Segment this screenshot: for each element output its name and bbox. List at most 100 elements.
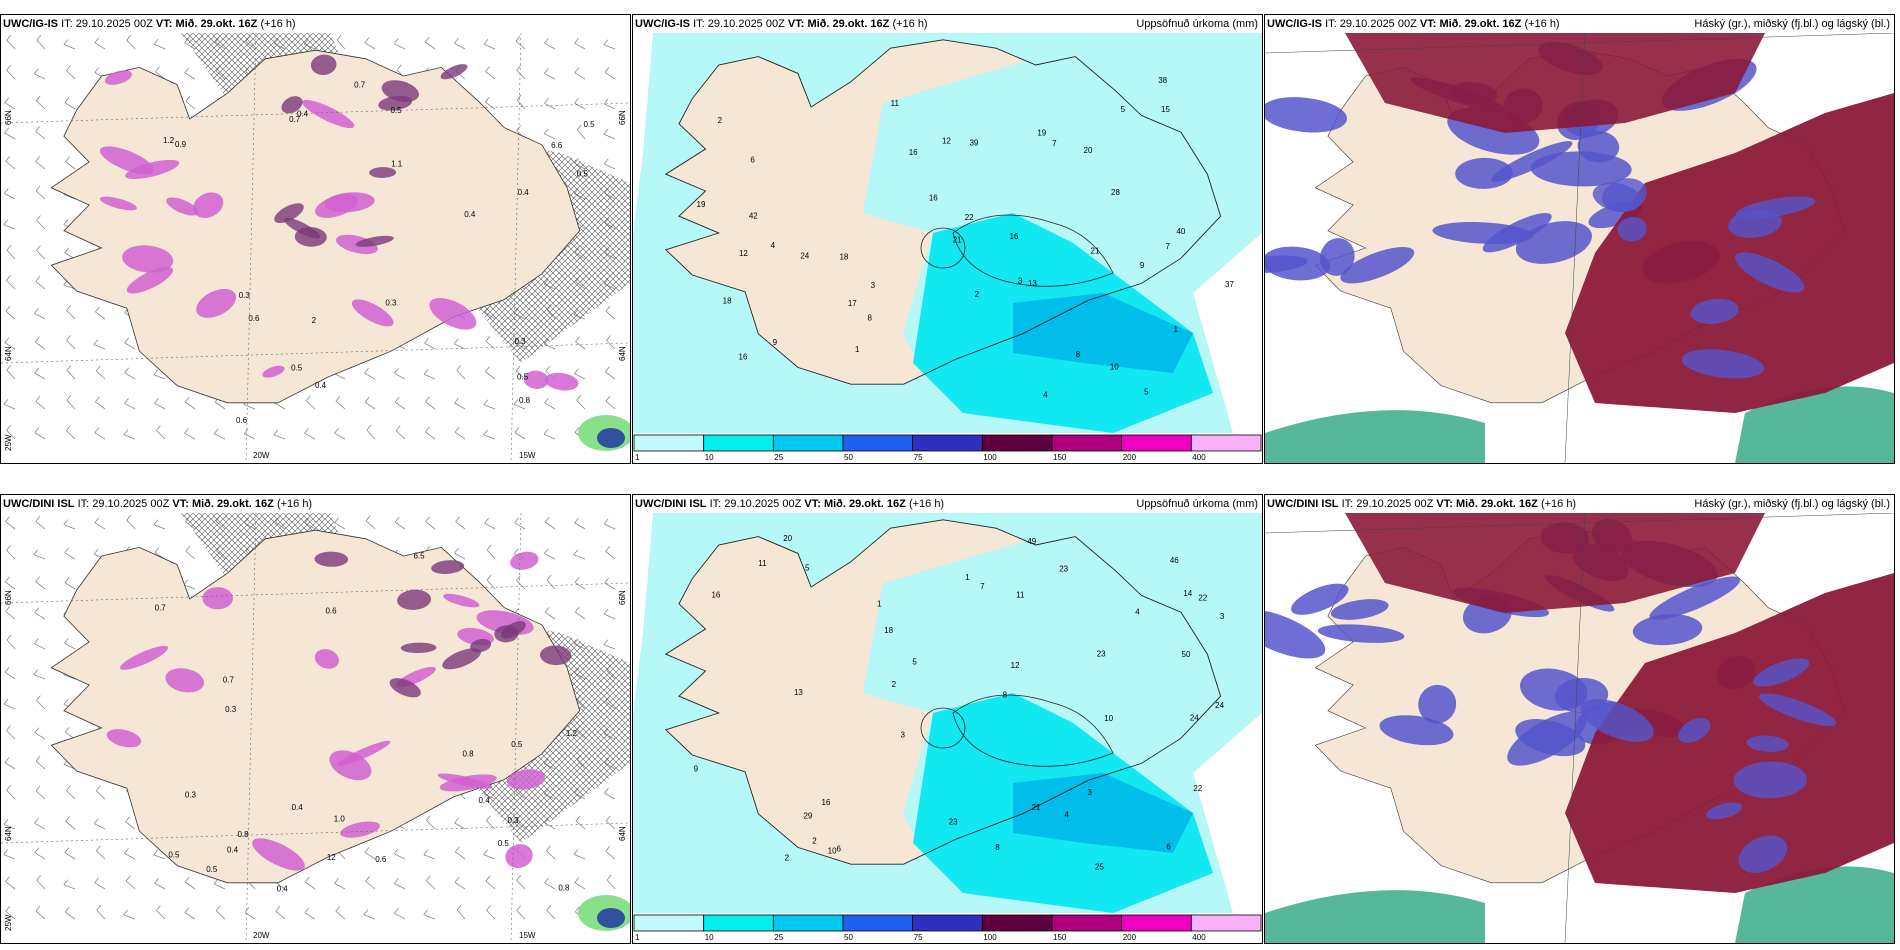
wind-barb <box>36 875 42 881</box>
wind-barb <box>543 548 549 554</box>
wind-barb <box>336 34 342 41</box>
wind-barb <box>454 547 459 554</box>
ice-blob <box>99 196 137 211</box>
wind-barb <box>576 124 582 131</box>
wind-barb <box>34 607 40 614</box>
value-label: 0.5 <box>498 839 510 848</box>
ice-blob-dark <box>281 96 303 114</box>
wind-barb <box>95 306 100 313</box>
value-label: 11 <box>1016 591 1025 600</box>
wind-barb <box>575 611 586 620</box>
wind-barb <box>394 883 406 890</box>
wind-barb <box>63 879 69 885</box>
wind-barb <box>34 817 39 824</box>
wind-barb <box>63 44 76 50</box>
wind-barb <box>64 852 76 860</box>
wind-barb <box>573 554 586 560</box>
wind-barb <box>153 38 159 45</box>
wind-barb <box>95 311 106 320</box>
value-label: 0.5 <box>511 740 523 749</box>
map-layer: 0.4 0.3 0.5 0.6 0.7 0.5 0.4 0.3 0.5 0.6 0.4 0.5 0.9 0… <box>1 33 630 463</box>
wind-barb <box>34 372 46 380</box>
wind-barb <box>424 41 436 50</box>
colorbar-tick: 25 <box>774 933 783 942</box>
wind-barb <box>35 760 46 770</box>
wind-barb <box>63 219 69 225</box>
low-cloud <box>1735 386 1894 463</box>
wind-barb <box>94 37 100 43</box>
wind-barb <box>486 910 496 920</box>
value-label: 10 <box>1104 714 1113 723</box>
value-label: 19 <box>697 200 706 209</box>
wind-barb <box>304 912 316 920</box>
wind-barb <box>603 39 609 45</box>
wind-barb <box>34 336 40 343</box>
wind-barb <box>454 822 466 830</box>
wind-barb <box>6 70 16 80</box>
mid-cloud <box>1265 255 1308 274</box>
wind-barb <box>5 881 16 890</box>
ice-blob-dark <box>400 642 437 654</box>
wind-barb <box>153 374 166 380</box>
wind-barb <box>575 815 581 822</box>
wind-barb <box>544 882 556 890</box>
graticule <box>245 513 257 943</box>
ice-blob <box>523 370 549 389</box>
wind-barb <box>603 518 609 525</box>
wind-barb <box>5 906 11 912</box>
wind-barb <box>94 67 100 73</box>
mid-cloud <box>1265 609 1326 659</box>
wind-barb <box>364 37 370 43</box>
wind-barb <box>543 128 549 134</box>
wind-barb <box>575 341 586 350</box>
wind-barb <box>64 552 76 560</box>
wind-barb <box>34 852 46 860</box>
value-label: 0.8 <box>237 830 249 839</box>
value-label: 24 <box>800 251 809 260</box>
wind-barb <box>516 575 521 581</box>
wind-barb <box>34 73 46 80</box>
value-label: 11 <box>758 559 767 568</box>
wind-barb <box>364 372 376 380</box>
wind-barb <box>123 909 129 916</box>
wind-barb <box>516 910 526 920</box>
colorbar-swatch <box>1121 914 1192 932</box>
wind-barb <box>66 65 71 71</box>
mid-cloud <box>1580 698 1654 742</box>
wind-barb <box>6 430 16 440</box>
wind-barb <box>334 522 346 530</box>
value-label: 8 <box>867 314 872 323</box>
value-label: 0.3 <box>185 791 197 800</box>
wind-barb <box>543 433 556 440</box>
wind-barb <box>64 247 70 254</box>
wind-barb <box>546 850 556 860</box>
value-label: 0.3 <box>507 816 519 825</box>
wind-barb <box>605 371 616 380</box>
value-label: 10 <box>828 847 837 856</box>
wind-barb <box>34 643 46 650</box>
value-label: 0.4 <box>518 188 530 197</box>
wind-barb <box>36 39 46 50</box>
value-label: 12 <box>739 249 748 258</box>
wind-barb <box>516 64 522 71</box>
value-label: 0.7 <box>155 604 167 613</box>
value-label: 5 <box>912 657 917 666</box>
colorbar-swatch <box>842 914 914 932</box>
wind-barb <box>66 399 76 410</box>
mid-cloud <box>1515 719 1586 757</box>
wind-barb <box>35 576 40 582</box>
wind-barb <box>485 71 496 80</box>
wind-barb <box>304 876 310 883</box>
graticule <box>510 513 522 943</box>
wind-barb <box>123 914 136 920</box>
wind-barb <box>213 883 226 890</box>
wind-barb <box>423 909 429 916</box>
wind-barb <box>483 434 496 440</box>
wind-barb <box>153 369 159 375</box>
wind-barb <box>65 156 70 162</box>
wind-barb <box>544 516 550 523</box>
wind-barb <box>606 335 611 341</box>
wind-barb <box>576 400 586 410</box>
ice-blob <box>252 838 305 871</box>
